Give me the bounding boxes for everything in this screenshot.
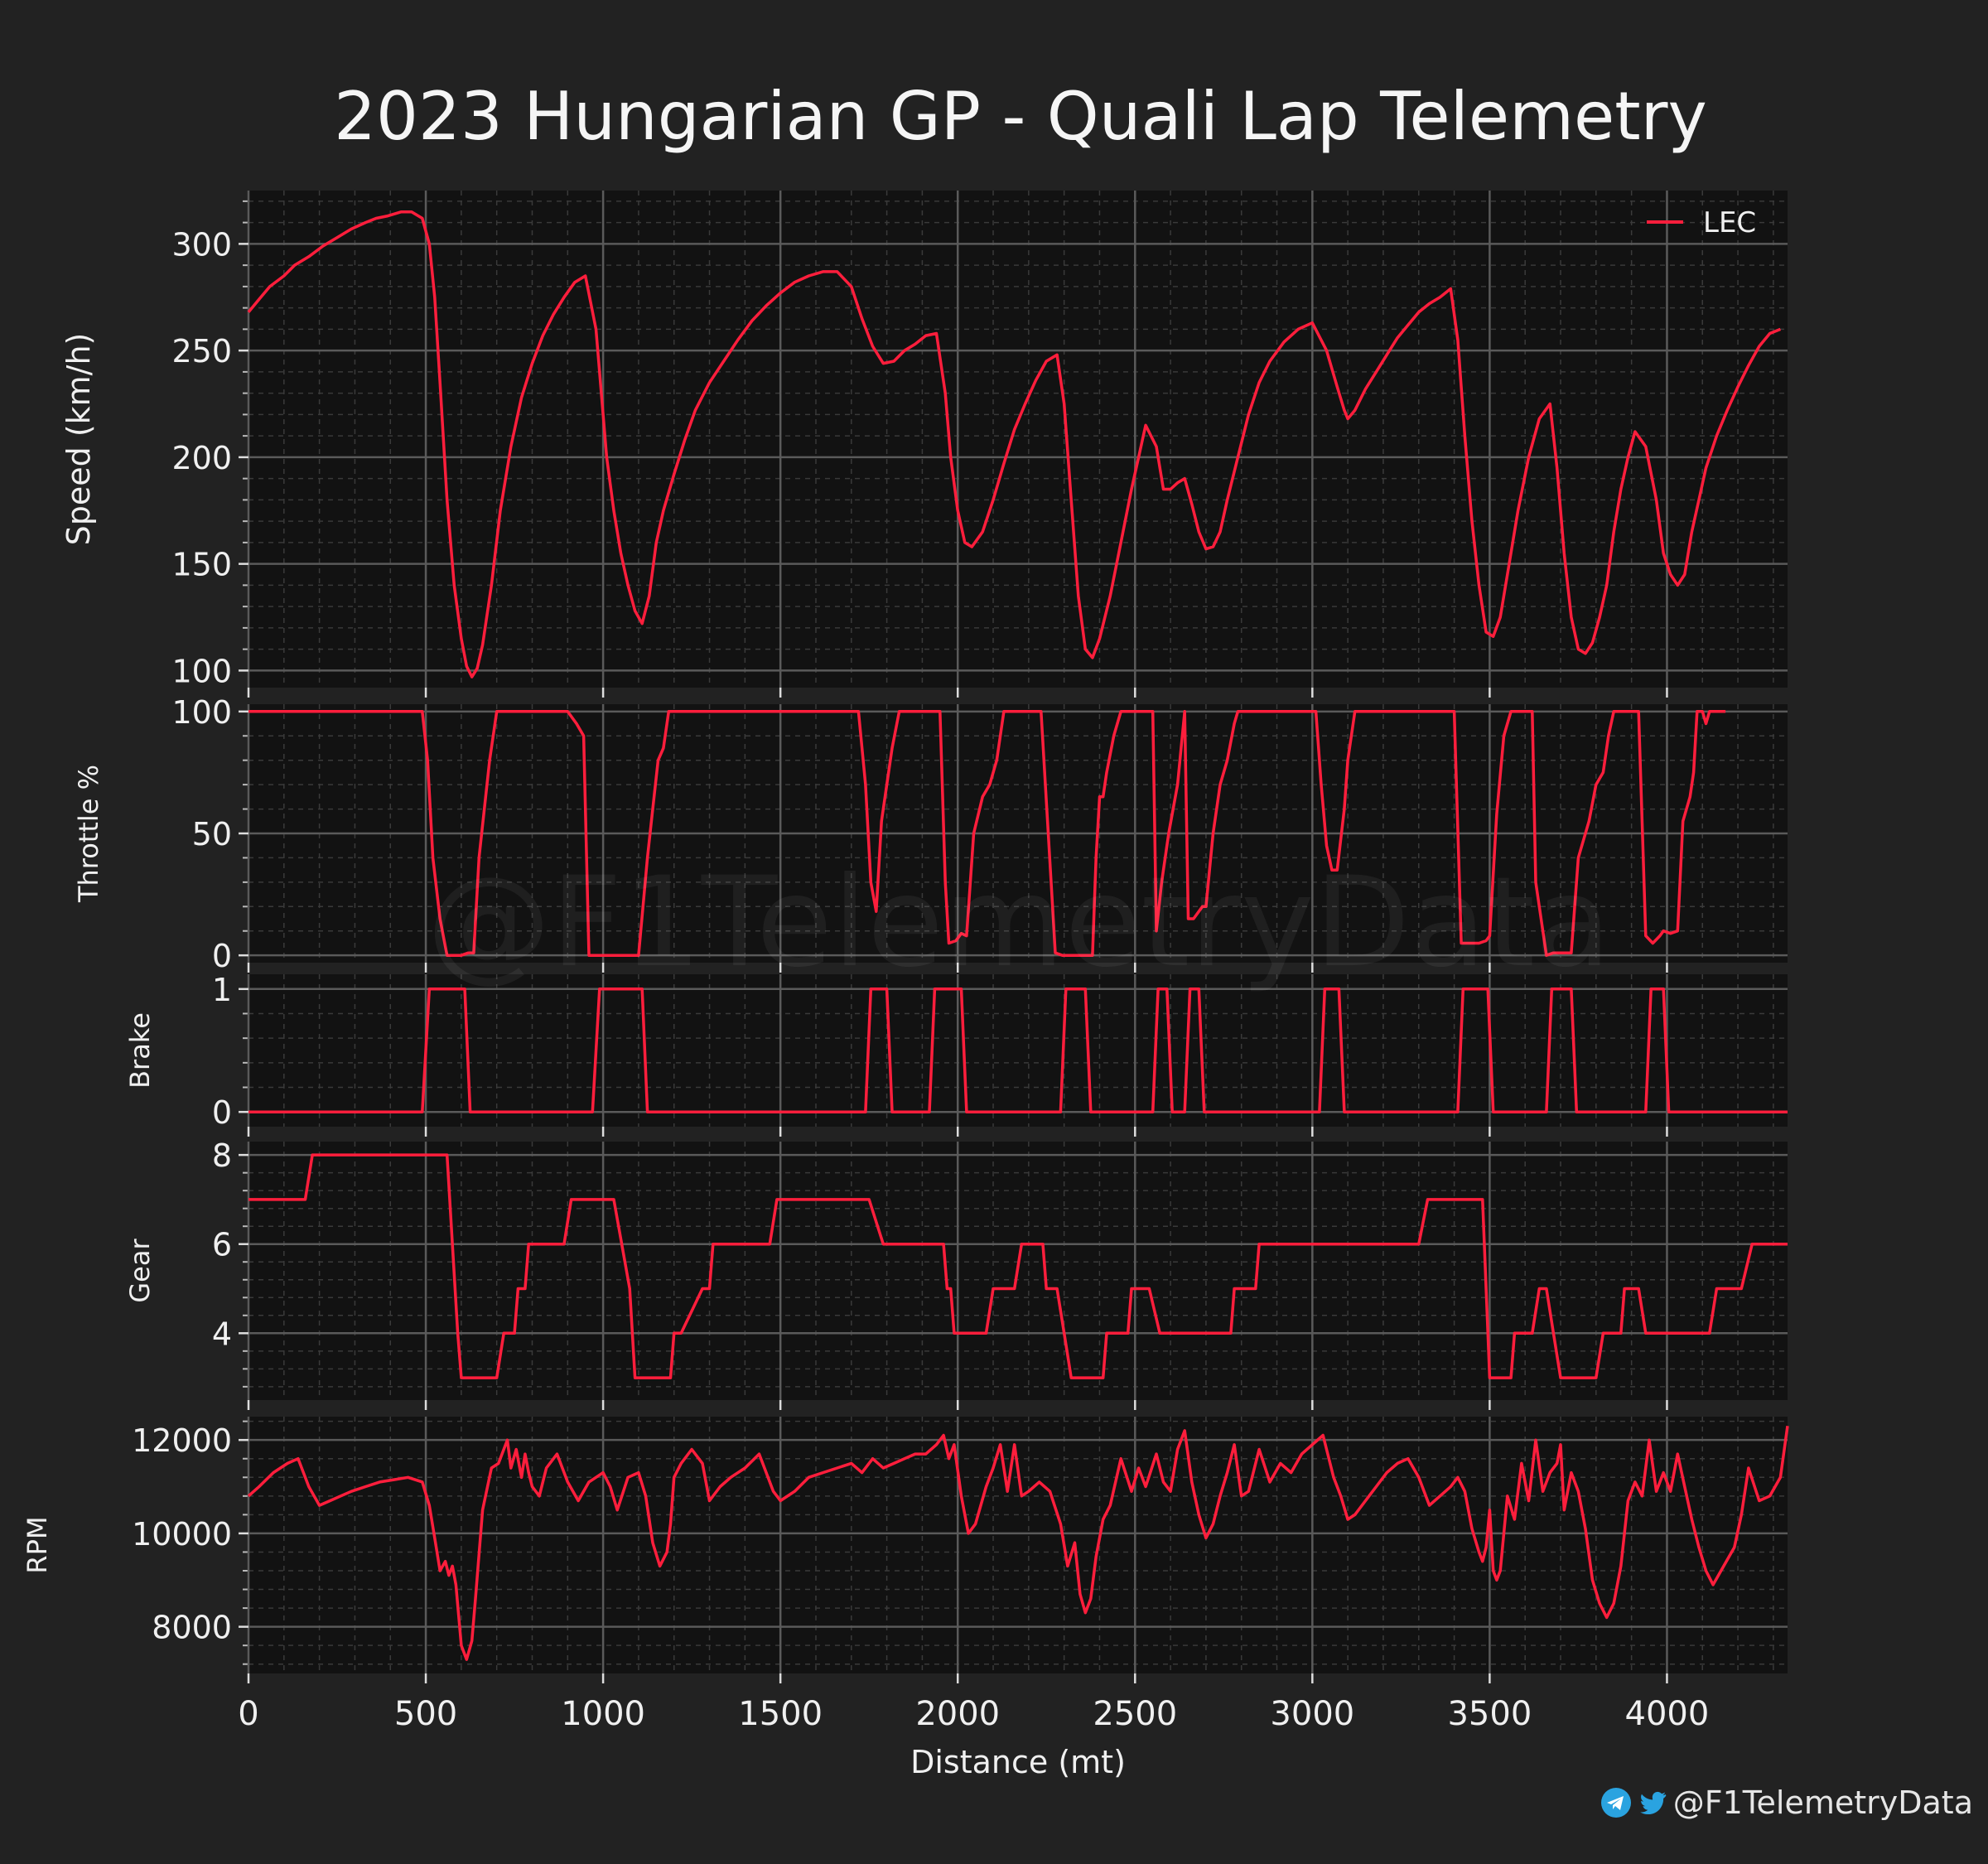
y-tick-label: 4 bbox=[212, 1316, 232, 1352]
series-line-lec bbox=[247, 1426, 1789, 1661]
panel-gear: 4 6 8 Gear bbox=[124, 1137, 1788, 1410]
series-line-lec bbox=[247, 210, 1782, 678]
chart-title: 2023 Hungarian GP - Quali Lap Telemetry bbox=[334, 78, 1707, 155]
x-tick-label: 2000 bbox=[915, 1695, 1000, 1733]
y-tick-label: 1 bbox=[212, 972, 232, 1008]
panel-background bbox=[248, 974, 1788, 1127]
y-tick-label: 100 bbox=[171, 694, 232, 731]
credit-handle: @F1TelemetryData bbox=[1672, 1784, 1973, 1821]
telegram-icon bbox=[1600, 1788, 1631, 1818]
y-tick-label: 50 bbox=[192, 816, 232, 852]
y-axis-label: Throttle % bbox=[73, 765, 104, 903]
y-tick-label: 8 bbox=[212, 1137, 232, 1174]
panel-speed: 100 150 200 250 300 Speed (km/h) LEC bbox=[60, 191, 1788, 698]
y-tick-label: 100 bbox=[171, 653, 232, 689]
series-line-lec bbox=[248, 710, 1726, 957]
x-tick-label: 500 bbox=[394, 1695, 457, 1733]
panel-background bbox=[248, 191, 1788, 688]
series-line-lec bbox=[248, 988, 1788, 1113]
y-tick-label: 0 bbox=[212, 1094, 232, 1131]
y-axis-label: Speed (km/h) bbox=[60, 333, 97, 546]
x-tick-label: 1500 bbox=[738, 1695, 823, 1733]
y-tick-label: 300 bbox=[171, 226, 232, 263]
y-axis-label: RPM bbox=[22, 1516, 53, 1573]
y-tick-label: 200 bbox=[171, 440, 232, 476]
y-tick-label: 250 bbox=[171, 333, 232, 369]
x-tick-label: 0 bbox=[238, 1695, 258, 1733]
panel-brake: 0 1 Brake bbox=[124, 972, 1788, 1137]
y-tick-label: 12000 bbox=[132, 1422, 232, 1459]
y-axis-label: Gear bbox=[124, 1239, 156, 1303]
credit: @F1TelemetryData bbox=[1600, 1784, 1973, 1821]
x-axis-label: Distance (mt) bbox=[910, 1744, 1126, 1780]
x-tick-label: 2500 bbox=[1093, 1695, 1177, 1733]
watermark: @F1TelemetryData bbox=[427, 851, 1611, 995]
y-tick-label: 150 bbox=[171, 547, 232, 583]
panel-rpm: 8000 10000 12000 RPM 0 500 1000 1500 2000 2500 300… bbox=[22, 1417, 1789, 1733]
legend-label: LEC bbox=[1703, 206, 1756, 239]
legend: LEC bbox=[1647, 206, 1756, 239]
x-tick-label: 3000 bbox=[1270, 1695, 1354, 1733]
panel-throttle: 0 50 100 Throttle % bbox=[73, 694, 1788, 974]
y-tick-label: 10000 bbox=[132, 1516, 232, 1553]
y-axis-label: Brake bbox=[124, 1012, 156, 1089]
y-tick-label: 6 bbox=[212, 1227, 232, 1263]
panel-background bbox=[248, 1417, 1788, 1673]
y-tick-label: 0 bbox=[212, 938, 232, 974]
x-tick-label: 1000 bbox=[561, 1695, 645, 1733]
x-tick-label: 3500 bbox=[1447, 1695, 1532, 1733]
y-tick-label: 8000 bbox=[152, 1610, 232, 1646]
twitter-icon bbox=[1639, 1791, 1667, 1815]
series-line-lec bbox=[248, 1153, 1788, 1379]
x-tick-label: 4000 bbox=[1625, 1695, 1710, 1733]
